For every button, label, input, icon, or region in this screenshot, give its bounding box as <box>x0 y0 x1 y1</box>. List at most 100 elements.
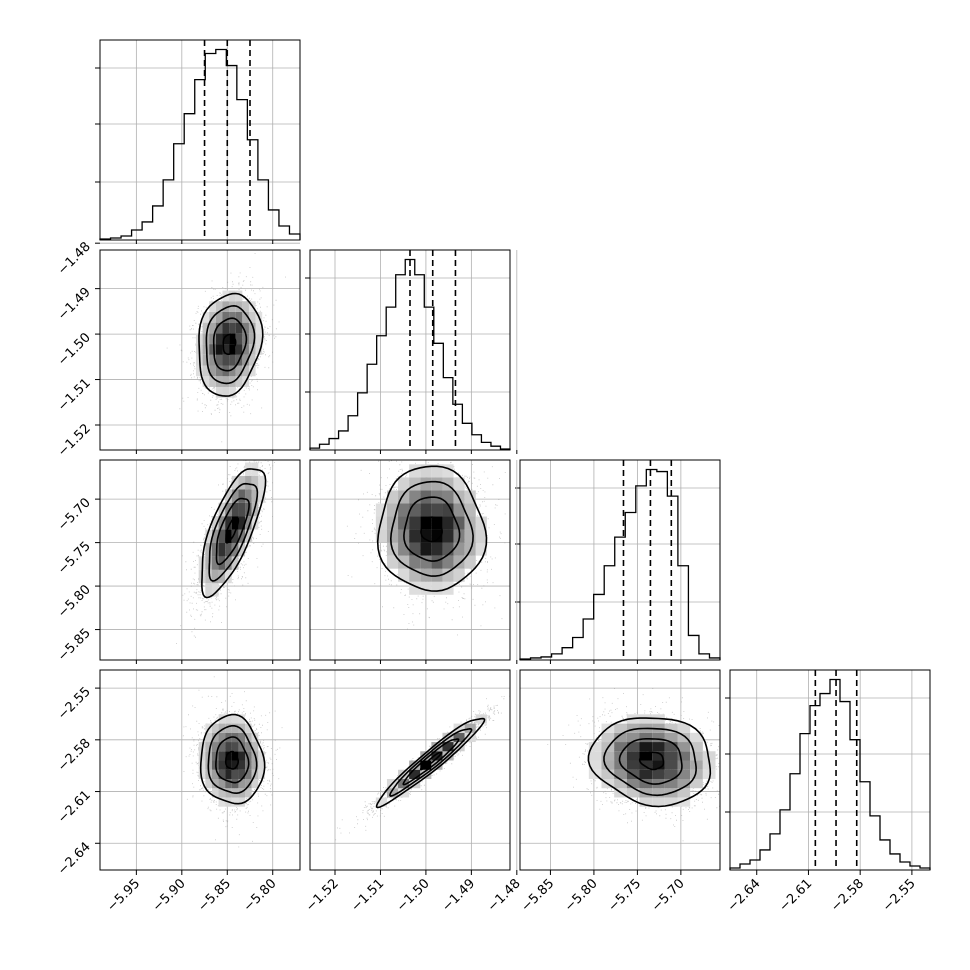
x-tick-label: −1.52 <box>303 876 342 915</box>
density-cell <box>652 797 665 807</box>
density-cell <box>231 760 239 770</box>
density-cell <box>677 788 691 798</box>
density-cell <box>209 301 216 312</box>
hist-panel-0 <box>95 39 301 241</box>
density-cell <box>211 788 219 798</box>
x-tick-label: −1.50 <box>394 876 433 915</box>
x-tick-label: −5.85 <box>195 876 234 915</box>
density-cell <box>218 516 226 530</box>
density-cell <box>218 732 226 743</box>
density-cell <box>409 516 421 530</box>
contour-0 <box>222 333 237 355</box>
density-cell <box>225 760 232 770</box>
density-cell <box>238 732 246 743</box>
contour-1 <box>215 497 250 566</box>
density-cell <box>677 742 691 752</box>
contour-3 <box>201 468 267 599</box>
density-cell <box>409 581 421 595</box>
density-cell <box>464 490 476 504</box>
density-cell <box>664 732 678 743</box>
y-tick-label: −1.49 <box>55 285 94 324</box>
density-cell <box>431 516 443 530</box>
density-cell <box>652 751 665 761</box>
density-cell <box>677 797 691 807</box>
density-cell <box>215 311 223 323</box>
density-cell <box>225 723 232 733</box>
density-cell <box>231 778 239 789</box>
density-cell <box>205 569 212 584</box>
scatter-panel-1-0 <box>99 242 301 451</box>
density-cell <box>229 322 236 334</box>
contour-1 <box>618 738 683 785</box>
density-cell <box>245 769 252 779</box>
density-cell <box>225 502 232 517</box>
density-cell <box>639 742 653 752</box>
density-cell <box>677 760 691 770</box>
density-cell <box>218 778 226 789</box>
density-cell <box>690 751 703 761</box>
density-cell <box>238 714 246 724</box>
contour-2 <box>603 727 697 797</box>
density-cell <box>242 322 249 334</box>
density-cell <box>664 742 678 752</box>
density-cell <box>442 542 454 556</box>
density-cell <box>215 344 223 355</box>
density-cell <box>222 386 230 398</box>
density-cell <box>225 778 232 789</box>
density-cell <box>215 333 223 345</box>
density-cell <box>211 556 219 570</box>
density-cell <box>202 322 210 334</box>
density-cell <box>442 464 454 478</box>
panel-content <box>176 460 275 644</box>
density-cell <box>218 751 226 761</box>
density-cell <box>202 376 210 387</box>
x-tick-label: −5.80 <box>241 876 280 915</box>
density-cell <box>258 489 265 503</box>
contour-2 <box>208 482 259 582</box>
density-cell <box>386 555 399 569</box>
density-cell <box>242 365 249 377</box>
density-cell <box>211 542 219 557</box>
density-cell <box>205 529 212 543</box>
density-cell <box>420 581 432 595</box>
density-cell <box>222 354 230 366</box>
panel-content <box>346 460 506 636</box>
density-cell <box>475 516 487 530</box>
density-cell <box>238 529 246 543</box>
density-cell <box>218 723 226 733</box>
histogram-2 <box>519 468 721 660</box>
density-cell <box>209 376 216 387</box>
density-cell <box>626 732 640 743</box>
density-cell <box>211 732 219 743</box>
density-cell <box>652 769 665 779</box>
y-tick-label: −1.48 <box>55 239 94 278</box>
x-tick-label: −5.85 <box>518 876 557 915</box>
density-cell <box>626 742 640 752</box>
density-cell <box>229 354 236 366</box>
density-cell <box>453 503 465 517</box>
density-cell <box>245 751 252 761</box>
panel-content <box>182 676 283 848</box>
density-cell <box>238 769 246 779</box>
density-cell <box>218 742 226 752</box>
density-cell <box>235 290 243 302</box>
contour-3 <box>587 717 712 808</box>
contour-0 <box>420 516 443 543</box>
contour-0 <box>225 516 240 544</box>
axes-frame <box>519 669 721 871</box>
density-cell <box>255 344 263 355</box>
density-cell <box>588 742 602 752</box>
density-cell <box>245 732 252 743</box>
density-cell <box>431 751 443 761</box>
density-cell <box>639 760 653 770</box>
x-tick-label: −2.61 <box>776 876 815 915</box>
x-tick-label: −5.95 <box>104 876 143 915</box>
density-cell <box>386 788 399 798</box>
scatter-panel-3-2 <box>519 669 721 871</box>
axes-frame <box>519 459 721 661</box>
density-cell <box>229 311 236 323</box>
density-cell <box>664 760 678 770</box>
density-cell <box>211 751 219 761</box>
density-cell <box>420 555 432 569</box>
density-cell <box>209 354 216 366</box>
